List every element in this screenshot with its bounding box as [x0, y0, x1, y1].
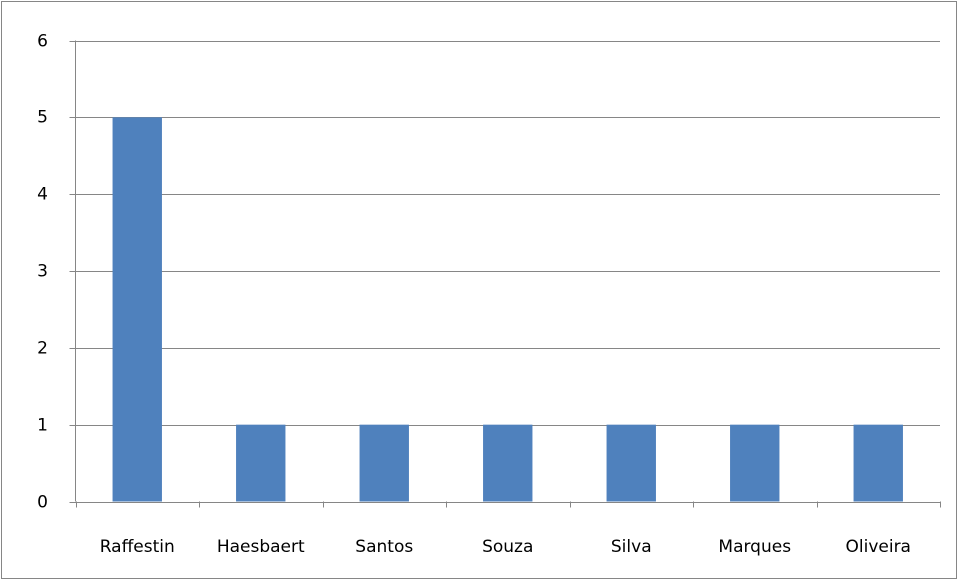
x-tick-label: Haesbaert: [217, 537, 305, 557]
x-tick-label: Santos: [355, 537, 413, 557]
x-tick-label: Souza: [482, 537, 533, 557]
bar: [236, 424, 286, 502]
y-tick-label: 4: [37, 185, 48, 205]
bar: [730, 424, 780, 502]
y-tick-label: 3: [37, 262, 48, 282]
y-tick-label: 6: [37, 32, 48, 52]
bar: [359, 424, 409, 502]
bar: [606, 424, 656, 502]
bar: [483, 424, 533, 502]
y-tick-label: 1: [37, 416, 48, 436]
x-tick-label: Silva: [611, 537, 652, 557]
bar: [112, 117, 162, 502]
x-tick-label: Raffestin: [100, 537, 175, 557]
y-tick-label: 0: [37, 493, 48, 513]
y-tick-label: 2: [37, 339, 48, 359]
x-tick-label: Oliveira: [846, 537, 911, 557]
y-tick-label: 5: [37, 108, 48, 128]
bar: [853, 424, 903, 502]
x-tick-label: Marques: [718, 537, 791, 557]
